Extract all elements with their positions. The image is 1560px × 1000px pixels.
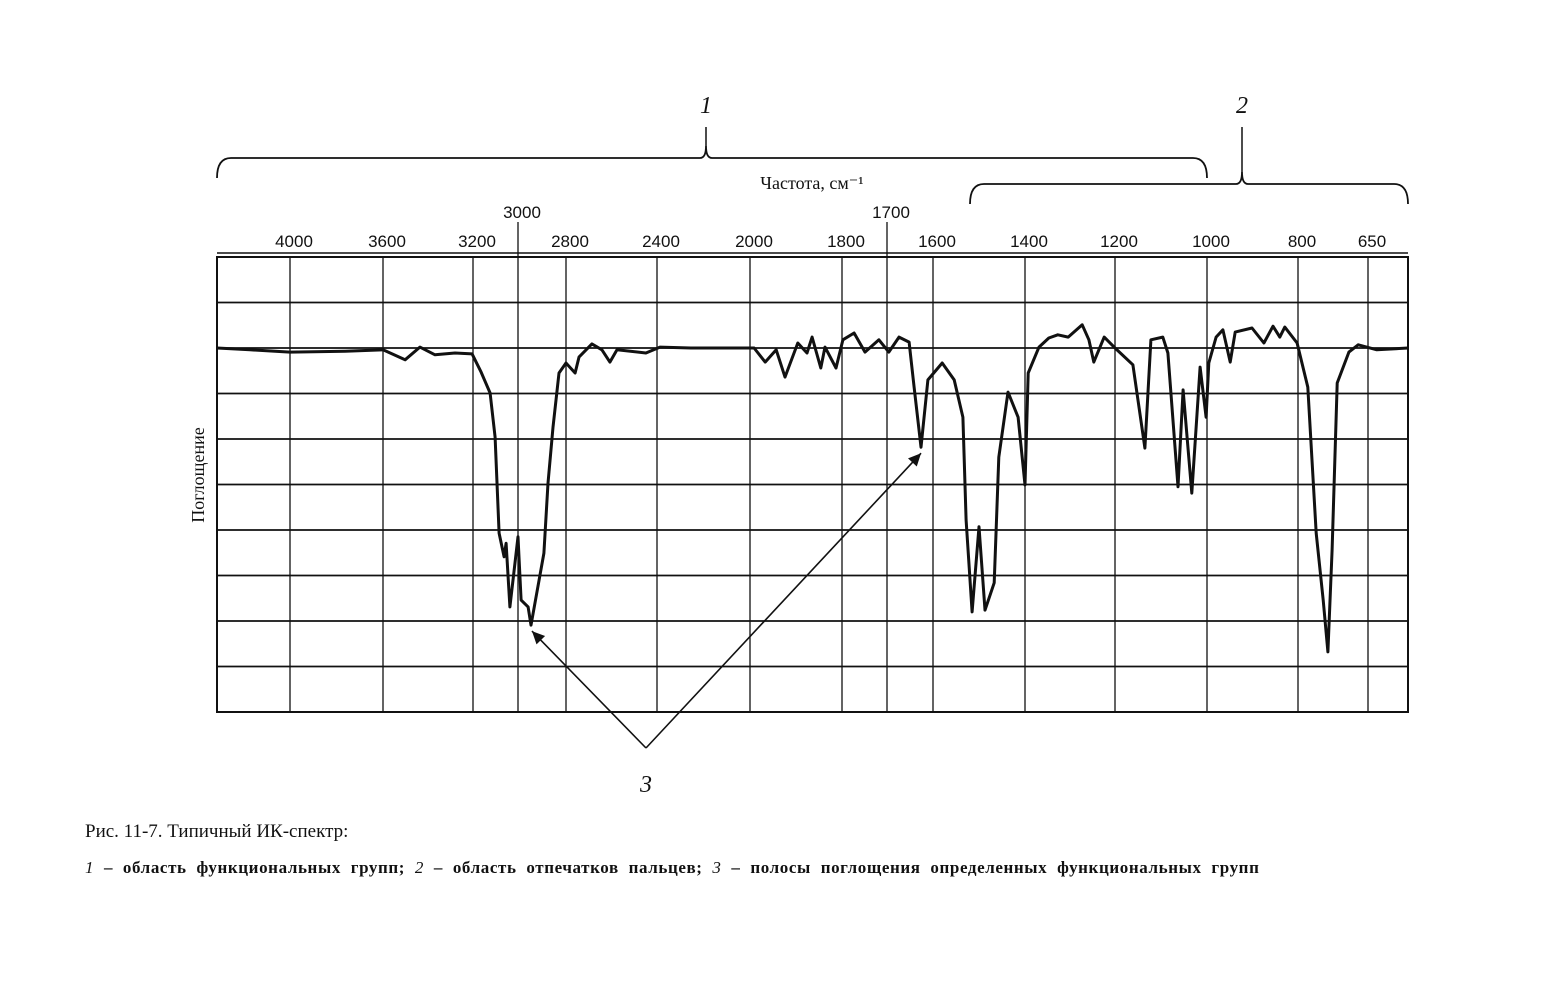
region-2-brace-label: 2 bbox=[1236, 93, 1248, 119]
x-tick-label-1200: 1200 bbox=[1100, 232, 1138, 251]
y-axis-title: Поглощение bbox=[188, 427, 208, 523]
arrow-line-1 bbox=[531, 630, 647, 749]
caption-text-3: – полосы поглощения определенных функцио… bbox=[721, 858, 1260, 877]
x-tick-label-2000: 2000 bbox=[735, 232, 773, 251]
caption-legend: 1 – область функциональных групп; 2 – об… bbox=[85, 857, 1480, 879]
x-tick-label-1800: 1800 bbox=[827, 232, 865, 251]
arrow-label: 3 bbox=[639, 772, 652, 798]
arrowhead-2 bbox=[908, 453, 922, 467]
x-tick-label-650: 650 bbox=[1358, 232, 1386, 251]
region-2-brace bbox=[969, 171, 1409, 205]
x-tick-label-3000: 3000 bbox=[503, 203, 541, 222]
x-tick-label-2400: 2400 bbox=[642, 232, 680, 251]
caption-text-1: – область функциональных групп; bbox=[94, 858, 415, 877]
x-tick-label-4000: 4000 bbox=[275, 232, 313, 251]
caption-num-1: 1 bbox=[85, 858, 95, 877]
figure-caption: Рис. 11-7. Типичный ИК-спектр: 1 – облас… bbox=[85, 821, 1480, 879]
x-tick-label-2800: 2800 bbox=[551, 232, 589, 251]
spectrum-line bbox=[216, 323, 1409, 654]
caption-num-2: 2 bbox=[414, 858, 425, 877]
x-axis-title: Частота, см⁻¹ bbox=[760, 173, 863, 193]
x-tick-label-3600: 3600 bbox=[368, 232, 406, 251]
x-tick-label-1400: 1400 bbox=[1010, 232, 1048, 251]
x-tick-label-1600: 1600 bbox=[918, 232, 956, 251]
arrow-line-2 bbox=[645, 452, 922, 749]
x-tick-label-800: 800 bbox=[1288, 232, 1316, 251]
region-1-brace-label: 1 bbox=[700, 93, 712, 119]
region-1-brace bbox=[216, 145, 1208, 179]
arrowhead-1 bbox=[531, 631, 546, 645]
caption-text-2: – область отпечатков пальцев; bbox=[424, 858, 713, 877]
x-tick-label-3200: 3200 bbox=[458, 232, 496, 251]
caption-num-3: 3 bbox=[712, 858, 722, 877]
caption-title: Рис. 11-7. Типичный ИК-спектр: bbox=[85, 821, 349, 842]
x-tick-label-1700: 1700 bbox=[872, 203, 910, 222]
x-tick-label-1000: 1000 bbox=[1192, 232, 1230, 251]
